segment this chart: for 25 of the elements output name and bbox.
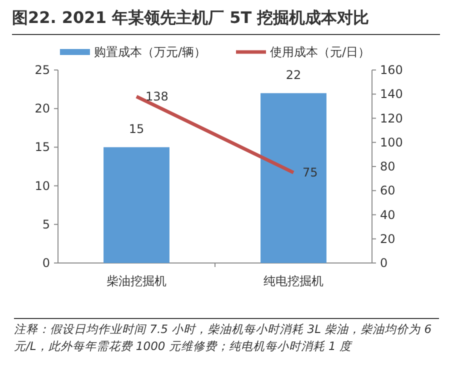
y2-tick-label: 160 [380,63,403,77]
data-label: 15 [128,122,144,136]
y2-tick-label: 20 [380,232,396,246]
y2-tick-label: 80 [380,160,396,174]
y-tick-label: 10 [34,178,50,193]
data-label: 75 [302,166,318,180]
y2-tick-label: 100 [380,135,403,150]
y2-tick-label: 120 [380,111,403,126]
legend-label: 购置成本（万元/辆） [94,45,206,59]
data-label: 138 [146,90,168,104]
x-tick-label: 柴油挖掘机 [106,274,166,288]
y-tick-label: 15 [34,140,50,154]
y2-tick-label: 0 [380,256,388,270]
y-tick-label: 0 [42,256,50,270]
legend-label: 使用成本（元/日） [270,45,370,59]
y-tick-label: 20 [34,102,50,116]
y-tick-label: 25 [34,63,50,77]
y2-tick-label: 40 [380,208,396,222]
y2-tick-label: 60 [380,184,396,198]
y-tick-label: 5 [42,217,50,232]
y2-tick-label: 140 [380,87,403,102]
chart-title: 图22. 2021 年某领先主机厂 5T 挖掘机成本对比 [12,8,440,35]
data-label: 22 [286,68,302,82]
x-tick-label: 纯电挖掘机 [264,274,324,288]
text: 注释：假设日均作业时间 7.5 小时，柴油机每小时消耗 3L 柴油，柴油均价为 6 元/L，此外每年需花费 1000 元维修费；纯电机每小时消耗 1 度 [14,321,439,355]
